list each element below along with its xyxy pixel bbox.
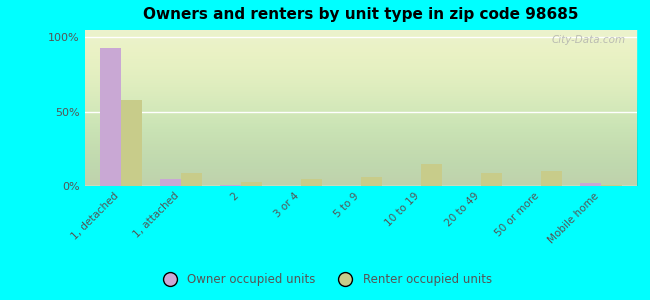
Bar: [580, 183, 601, 186]
Bar: [421, 164, 442, 186]
Title: Owners and renters by unit type in zip code 98685: Owners and renters by unit type in zip c…: [143, 7, 578, 22]
Bar: [120, 100, 142, 186]
Bar: [301, 178, 322, 186]
Bar: [159, 178, 181, 186]
Bar: [99, 48, 120, 186]
Legend: Owner occupied units, Renter occupied units: Owner occupied units, Renter occupied un…: [153, 269, 497, 291]
Bar: [601, 184, 622, 186]
Bar: [220, 184, 240, 186]
Bar: [181, 172, 202, 186]
Bar: [481, 172, 502, 186]
Bar: [240, 182, 262, 186]
Bar: [541, 171, 562, 186]
Bar: [361, 177, 382, 186]
Text: City-Data.com: City-Data.com: [552, 35, 626, 45]
